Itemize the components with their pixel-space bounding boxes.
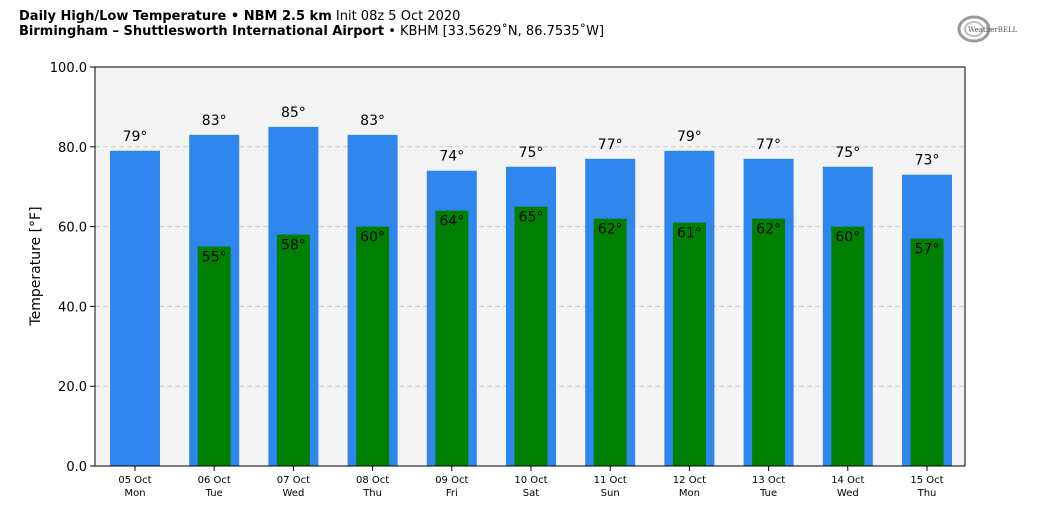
low-bar [276, 234, 310, 466]
x-tick-date: 05 Oct [118, 475, 151, 486]
y-axis-label: Temperature [°F] [28, 206, 44, 326]
location-name: Birmingham – Shuttlesworth International… [19, 24, 385, 39]
x-tick-weekday: Tue [205, 488, 223, 499]
high-bar [110, 150, 160, 467]
high-label: 77° [598, 137, 623, 153]
x-tick-date: 07 Oct [277, 475, 310, 486]
low-label: 64° [439, 214, 464, 230]
x-axis: 05 Oct Mon 06 Oct Tue 07 Oct Wed 08 Oct Thu 09 O… [118, 466, 944, 499]
x-tick-date: 09 Oct [435, 475, 468, 486]
low-label: 61° [677, 226, 702, 242]
low-label: 60° [360, 230, 385, 246]
low-label: 60° [835, 230, 860, 246]
location-line: Birmingham – Shuttlesworth International… [19, 24, 604, 39]
y-axis: 0.0 20.0 40.0 60.0 80.0 100.0 [50, 61, 95, 475]
low-label: 55° [202, 250, 227, 266]
high-label: 75° [519, 145, 544, 161]
y-tick-label: 40.0 [58, 300, 87, 315]
low-label: 57° [915, 242, 940, 258]
high-label: 73° [915, 153, 940, 169]
x-tick-weekday: Wed [837, 488, 859, 499]
low-bar [197, 246, 231, 466]
bars [110, 126, 952, 467]
x-tick-weekday: Fri [446, 488, 458, 499]
low-bar [593, 218, 627, 466]
high-label: 83° [360, 113, 385, 129]
x-tick-weekday: Tue [759, 488, 777, 499]
low-bar [831, 226, 865, 466]
low-label: 58° [281, 238, 306, 254]
low-bar [752, 218, 786, 466]
init-time: Init 08z 5 Oct 2020 [335, 9, 461, 24]
x-tick-weekday: Wed [282, 488, 304, 499]
low-label: 62° [756, 222, 781, 238]
x-tick-date: 11 Oct [594, 475, 627, 486]
x-tick-date: 08 Oct [356, 475, 389, 486]
low-bar [356, 226, 390, 466]
low-bar [514, 206, 548, 466]
x-tick-date: 14 Oct [831, 475, 864, 486]
x-tick-weekday: Thu [362, 488, 382, 499]
chart-title: Daily High/Low Temperature • NBM 2.5 km [19, 9, 332, 24]
low-bar [672, 222, 706, 466]
logo-text: WeatherBELL [968, 26, 1018, 34]
x-tick-weekday: Mon [124, 488, 145, 499]
y-tick-label: 60.0 [58, 221, 87, 236]
x-tick-weekday: Sat [523, 488, 539, 499]
high-label: 83° [202, 113, 227, 129]
y-tick-label: 80.0 [58, 141, 87, 156]
x-tick-date: 10 Oct [514, 475, 547, 486]
high-label: 74° [439, 149, 464, 165]
x-tick-date: 13 Oct [752, 475, 785, 486]
low-label: 65° [519, 210, 544, 226]
y-tick-label: 100.0 [50, 61, 87, 76]
low-label: 62° [598, 222, 623, 238]
weatherbell-logo: WeatherBELL [957, 15, 1018, 43]
x-tick-weekday: Mon [679, 488, 700, 499]
x-tick-weekday: Thu [917, 488, 937, 499]
y-tick-label: 20.0 [58, 380, 87, 395]
title-line: Daily High/Low Temperature • NBM 2.5 km … [19, 9, 604, 24]
chart-header: Daily High/Low Temperature • NBM 2.5 km … [19, 9, 604, 39]
high-label: 79° [123, 129, 148, 145]
y-tick-label: 0.0 [66, 460, 87, 475]
station-info: • KBHM [33.5629˚N, 86.7535˚W] [388, 24, 605, 39]
data-labels: 79° 83° 55° 85° 58° 83° 60° 74° 64° 75° 65° 77° 62° 7… [123, 105, 940, 266]
x-tick-weekday: Sun [601, 488, 620, 499]
high-label: 85° [281, 105, 306, 121]
x-tick-date: 12 Oct [673, 475, 706, 486]
x-tick-date: 06 Oct [198, 475, 231, 486]
high-label: 79° [677, 129, 702, 145]
low-bar [910, 238, 944, 466]
plot-frame [94, 66, 966, 467]
low-bar [435, 210, 469, 466]
x-tick-date: 15 Oct [910, 475, 943, 486]
high-label: 77° [756, 137, 781, 153]
high-label: 75° [835, 145, 860, 161]
